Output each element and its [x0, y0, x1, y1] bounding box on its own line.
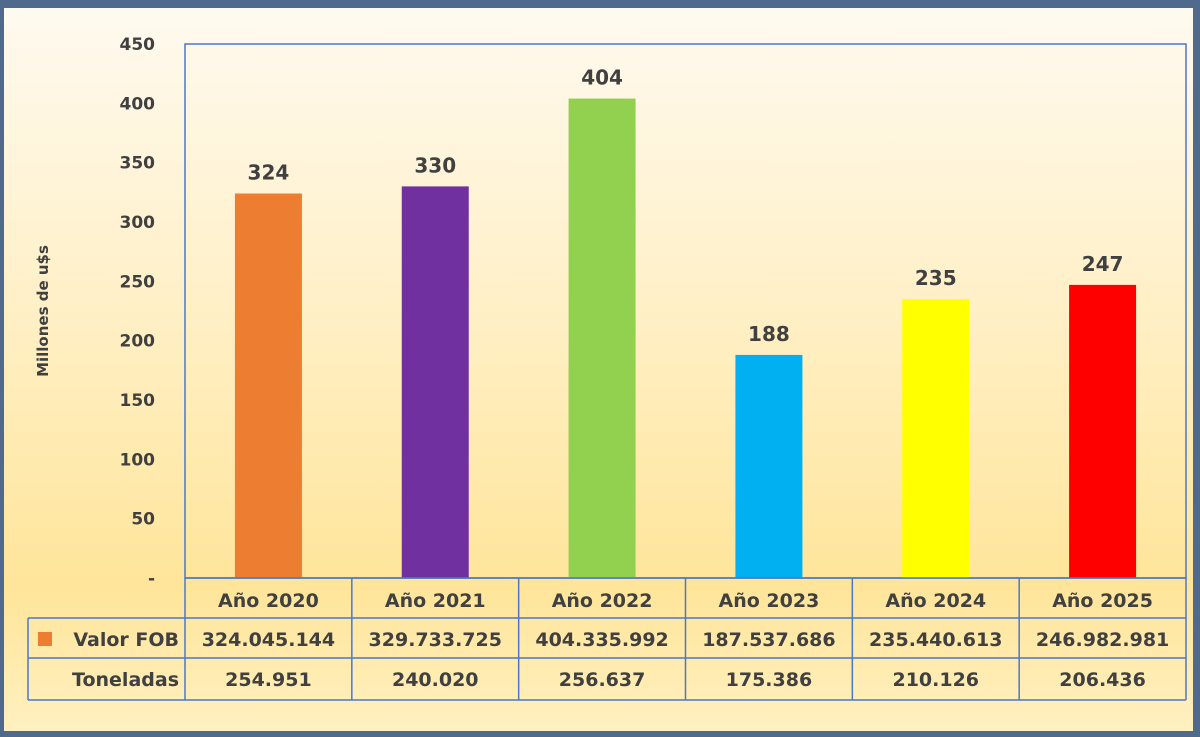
table-cell: 210.126 [892, 669, 979, 691]
bar [902, 299, 970, 578]
y-tick-label: 300 [120, 213, 156, 233]
table-row-label: Toneladas [72, 669, 179, 691]
table-cell: 324.045.144 [202, 629, 335, 651]
table-cell: 175.386 [726, 669, 813, 691]
y-axis-label: Millones de u$s [34, 245, 52, 377]
table-row-label: Valor FOB [73, 629, 179, 651]
plot-area [184, 43, 1187, 579]
table-cell: 256.637 [559, 669, 646, 691]
bar [401, 186, 469, 578]
y-tick-label: 400 [120, 94, 156, 114]
data-label: 188 [748, 322, 790, 346]
table-cell: 235.440.613 [869, 629, 1002, 651]
data-label: 324 [248, 161, 290, 185]
x-tick-label: Año 2020 [218, 590, 319, 612]
table-cell: 187.537.686 [702, 629, 835, 651]
y-tick-label: 350 [120, 154, 156, 174]
x-tick-label: Año 2021 [385, 590, 486, 612]
x-tick-label: Año 2022 [552, 590, 653, 612]
bar [234, 193, 302, 578]
y-tick-label: - [148, 569, 155, 589]
table-cell: 404.335.992 [535, 629, 668, 651]
table-cell: 329.733.725 [369, 629, 502, 651]
x-tick-label: Año 2025 [1052, 590, 1153, 612]
y-tick-label: 100 [120, 450, 156, 470]
y-tick-label: 450 [120, 35, 156, 55]
y-tick-label: 50 [131, 510, 155, 530]
y-tick-label: 250 [120, 272, 156, 292]
table-cell: 254.951 [225, 669, 312, 691]
bar [568, 98, 636, 578]
y-tick-label: 150 [120, 391, 156, 411]
legend-swatch [38, 632, 52, 646]
x-tick-label: Año 2024 [885, 590, 986, 612]
y-tick-label: 200 [120, 332, 156, 352]
x-tick-label: Año 2023 [719, 590, 820, 612]
data-label: 247 [1082, 252, 1124, 276]
data-label: 330 [414, 153, 456, 177]
table-cell: 240.020 [392, 669, 479, 691]
table-cell: 246.982.981 [1036, 629, 1169, 651]
bar [735, 354, 803, 578]
data-label: 235 [915, 266, 957, 290]
bar [1069, 284, 1137, 578]
table-cell: 206.436 [1059, 669, 1146, 691]
data-label: 404 [581, 66, 623, 90]
